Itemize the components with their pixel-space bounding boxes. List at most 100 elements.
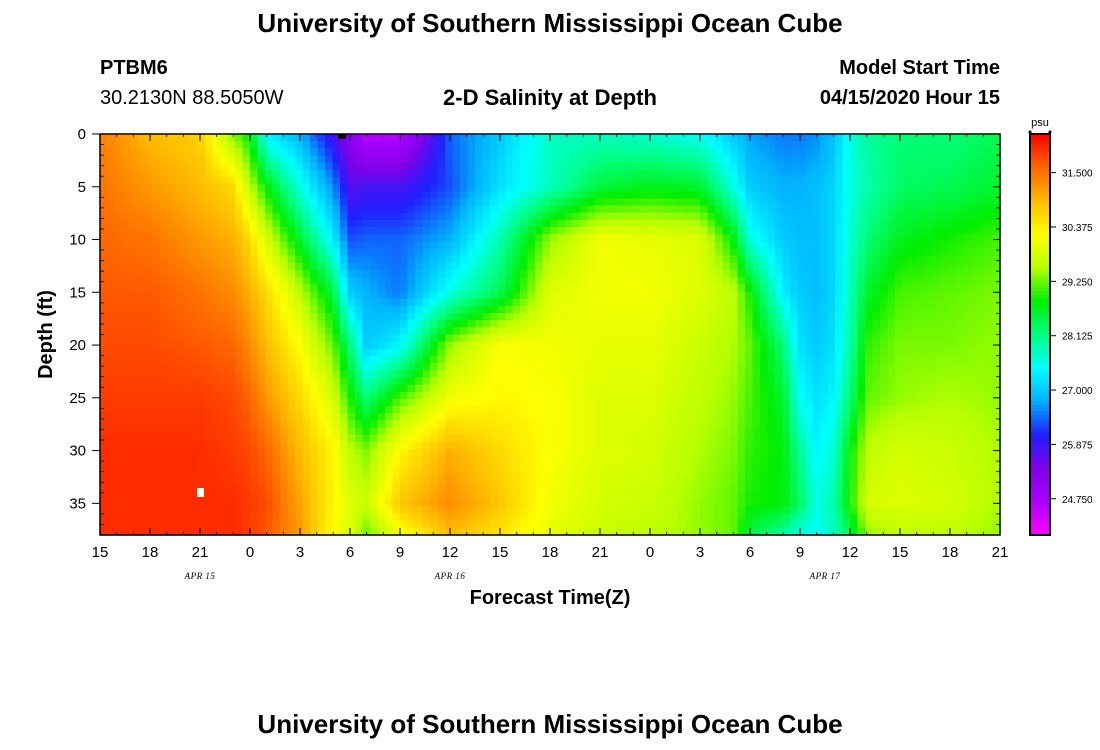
heatmap-cell <box>400 212 409 221</box>
heatmap-cell <box>542 456 551 464</box>
heatmap-cell <box>655 169 664 178</box>
heatmap-cell <box>122 470 131 479</box>
heatmap-cell <box>310 427 319 436</box>
heatmap-cell <box>647 148 656 157</box>
heatmap-cell <box>370 313 379 321</box>
heatmap-cell <box>205 241 214 250</box>
heatmap-cell <box>730 298 739 307</box>
heatmap-cell <box>587 320 596 328</box>
heatmap-cell <box>587 391 596 400</box>
heatmap-cell <box>580 420 589 429</box>
heatmap-cell <box>452 391 461 400</box>
heatmap-cell <box>190 141 199 149</box>
heatmap-cell <box>520 449 529 457</box>
heatmap-cell <box>137 413 146 422</box>
heatmap-cell <box>565 384 574 393</box>
heatmap-cell <box>527 191 536 200</box>
heatmap-cell <box>625 477 634 486</box>
heatmap-cell <box>482 284 491 293</box>
heatmap-cell <box>437 320 446 328</box>
heatmap-cell <box>655 413 664 422</box>
heatmap-cell <box>460 134 469 142</box>
heatmap-cell <box>677 327 686 336</box>
heatmap-cell <box>347 305 356 314</box>
heatmap-cell <box>445 198 454 207</box>
heatmap-cell <box>272 313 281 321</box>
heatmap-cell <box>745 248 754 257</box>
heatmap-cell <box>542 277 551 285</box>
heatmap-cell <box>407 441 416 450</box>
heatmap-cell <box>460 227 469 235</box>
heatmap-cell <box>685 520 694 529</box>
heatmap-cell <box>355 370 364 379</box>
heatmap-cell <box>655 370 664 379</box>
heatmap-cell <box>700 398 709 407</box>
heatmap-cell <box>160 270 169 278</box>
heatmap-cell <box>220 492 229 500</box>
heatmap-cell <box>647 334 656 343</box>
heatmap-cell <box>182 305 191 314</box>
heatmap-cell <box>122 205 131 214</box>
heatmap-cell <box>482 134 491 142</box>
heatmap-cell <box>640 298 649 307</box>
heatmap-cell <box>265 184 274 192</box>
heatmap-cell <box>175 477 184 486</box>
heatmap-cell <box>310 413 319 422</box>
heatmap-cell <box>152 305 161 314</box>
heatmap-cell <box>737 384 746 393</box>
heatmap-cell <box>197 205 206 214</box>
heatmap-cell <box>205 248 214 257</box>
heatmap-cell <box>662 527 671 536</box>
heatmap-cell <box>557 370 566 379</box>
heatmap-cell <box>400 162 409 171</box>
heatmap-cell <box>197 176 206 185</box>
heatmap-cell <box>437 420 446 429</box>
heatmap-cell <box>640 420 649 429</box>
heatmap-cell <box>377 148 386 157</box>
heatmap-cell <box>310 141 319 149</box>
heatmap-cell <box>137 370 146 379</box>
heatmap-cell <box>295 248 304 257</box>
heatmap-cell <box>347 506 356 515</box>
heatmap-cell <box>100 313 109 321</box>
heatmap-cell <box>160 449 169 457</box>
heatmap-cell <box>512 420 521 429</box>
heatmap-cell <box>595 348 604 357</box>
heatmap-cell <box>137 363 146 371</box>
heatmap-cell <box>625 334 634 343</box>
heatmap-cell <box>662 241 671 250</box>
heatmap-cell <box>595 427 604 436</box>
heatmap-cell <box>595 420 604 429</box>
heatmap-cell <box>707 513 716 522</box>
heatmap-cell <box>317 449 326 457</box>
heatmap-cell <box>152 398 161 407</box>
heatmap-cell <box>520 370 529 379</box>
heatmap-cell <box>505 449 514 457</box>
heatmap-cell <box>242 398 251 407</box>
heatmap-cell <box>130 262 139 271</box>
heatmap-cell <box>497 327 506 336</box>
heatmap-cell <box>205 384 214 393</box>
heatmap-cell <box>572 520 581 529</box>
heatmap-cell <box>317 527 326 536</box>
heatmap-cell <box>497 176 506 185</box>
heatmap-cell <box>355 377 364 386</box>
heatmap-cell <box>190 320 199 328</box>
heatmap-cell <box>362 341 371 350</box>
heatmap-cell <box>535 456 544 464</box>
heatmap-cell <box>325 434 334 443</box>
heatmap-cell <box>392 506 401 515</box>
heatmap-cell <box>617 492 626 500</box>
heatmap-cell <box>377 291 386 300</box>
heatmap-cell <box>587 155 596 164</box>
heatmap-cell <box>595 205 604 214</box>
heatmap-cell <box>505 406 514 414</box>
heatmap-cell <box>167 191 176 200</box>
heatmap-cell <box>205 456 214 464</box>
heatmap-cell <box>257 441 266 450</box>
heatmap-cell <box>670 406 679 414</box>
heatmap-cell <box>572 441 581 450</box>
heatmap-cell <box>437 456 446 464</box>
heatmap-cell <box>745 176 754 185</box>
heatmap-cell <box>377 270 386 278</box>
